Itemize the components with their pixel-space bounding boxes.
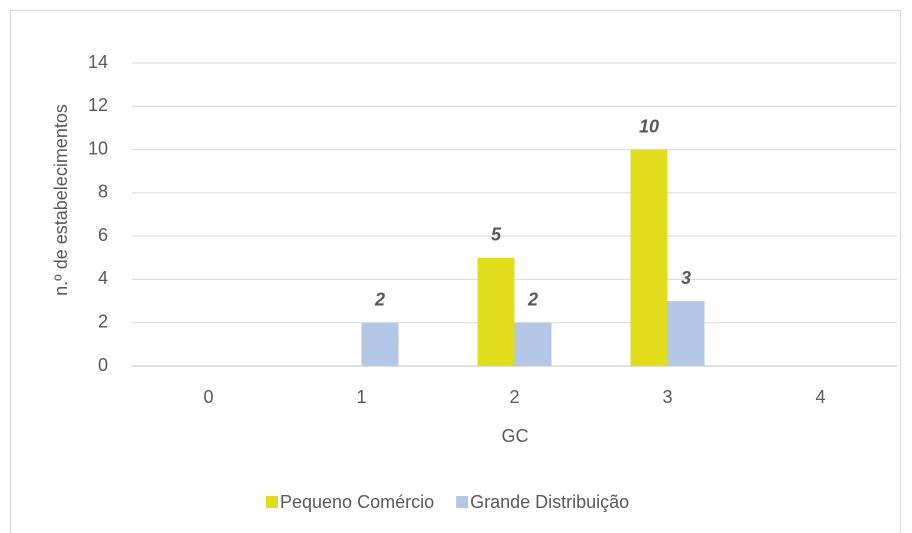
- legend-swatch: [266, 496, 278, 508]
- x-tick-label: 4: [815, 387, 825, 407]
- y-tick-label: 10: [88, 138, 108, 158]
- y-tick-label: 6: [98, 225, 108, 245]
- x-axis-label: GC: [502, 426, 529, 446]
- bar: [514, 322, 552, 366]
- x-tick-label: 2: [509, 387, 519, 407]
- y-axis-label: n.º de estabelecimentos: [51, 104, 71, 296]
- bar: [630, 149, 668, 366]
- y-tick-label: 4: [98, 268, 108, 288]
- value-label: 3: [681, 268, 691, 288]
- y-tick-label: 14: [88, 52, 108, 72]
- x-tick-label: 3: [662, 387, 672, 407]
- y-tick-label: 8: [98, 182, 108, 202]
- bar: [477, 257, 515, 366]
- bar: [667, 301, 705, 366]
- y-tick-label: 0: [98, 355, 108, 375]
- legend-label: Pequeno Comércio: [280, 492, 434, 512]
- legend-swatch: [456, 496, 469, 508]
- value-label: 10: [639, 116, 659, 136]
- y-tick-label: 12: [88, 95, 108, 115]
- y-tick-label: 2: [98, 311, 108, 331]
- chart-border: [10, 10, 901, 533]
- value-label: 2: [374, 289, 385, 309]
- x-tick-label: 1: [356, 387, 366, 407]
- legend-label: Grande Distribuição: [470, 492, 629, 512]
- x-tick-label: 0: [203, 387, 213, 407]
- value-label: 2: [527, 289, 538, 309]
- value-label: 5: [491, 225, 502, 245]
- bar: [361, 322, 399, 366]
